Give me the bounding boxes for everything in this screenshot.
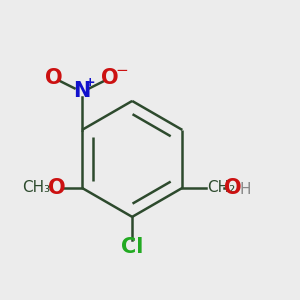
Text: −: − [115, 63, 128, 78]
Text: H: H [240, 182, 251, 197]
Text: CH₃: CH₃ [22, 180, 51, 195]
Text: O: O [224, 178, 242, 198]
Text: +: + [85, 76, 96, 89]
Text: O: O [45, 68, 62, 88]
Text: O: O [101, 68, 119, 88]
Text: N: N [73, 81, 91, 101]
Text: CH₂: CH₂ [208, 180, 236, 195]
Text: Cl: Cl [121, 237, 143, 256]
Text: O: O [48, 178, 65, 198]
